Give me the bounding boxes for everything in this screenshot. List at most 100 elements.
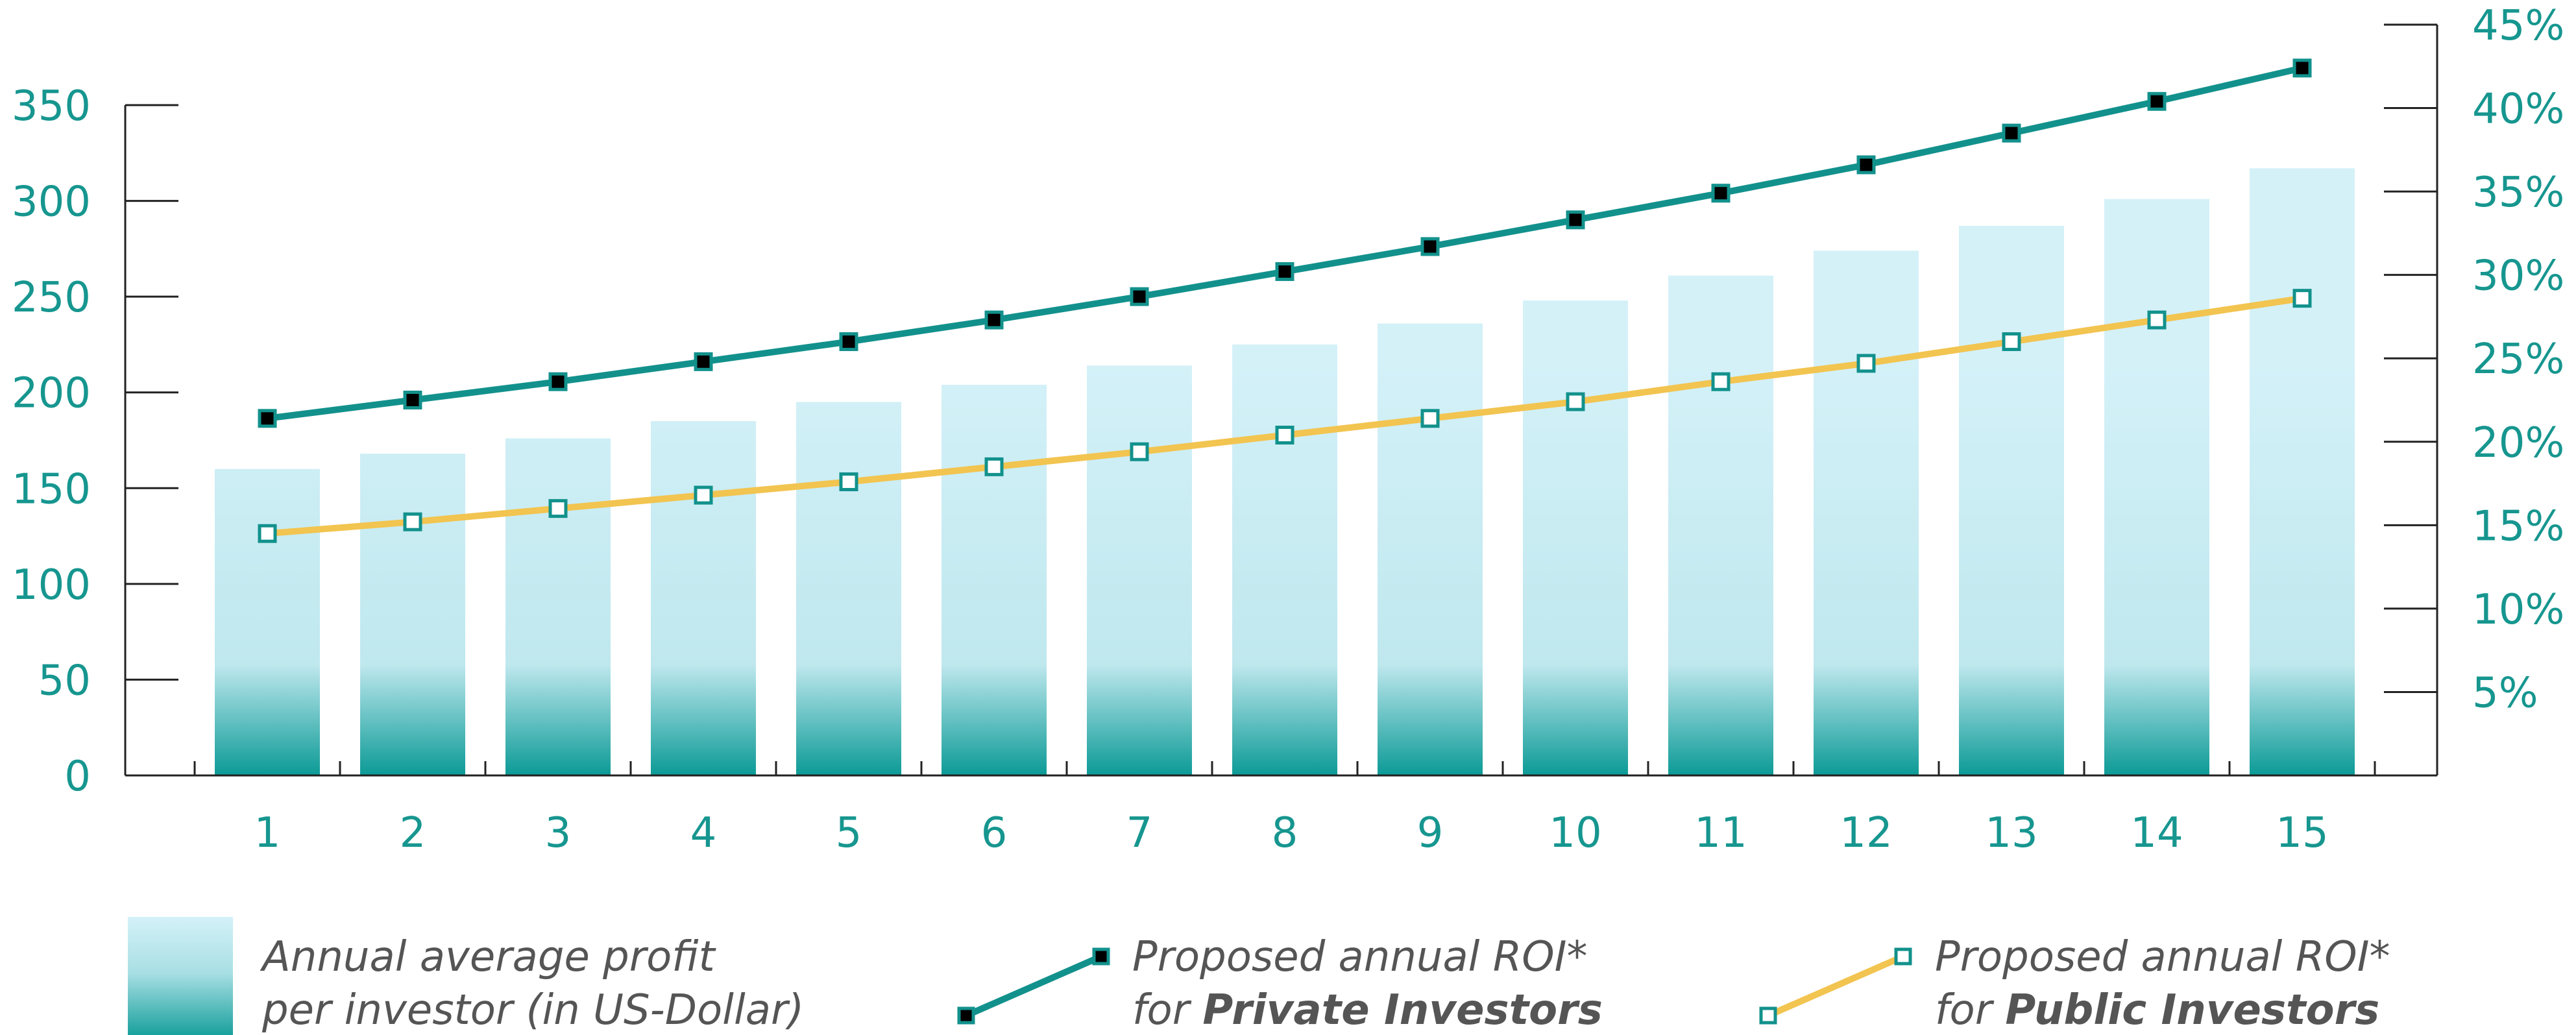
x-tick-label: 8 — [1272, 809, 1298, 857]
public-roi-point — [2147, 310, 2167, 330]
legend: Annual average profit per investor (in U… — [128, 917, 2390, 1035]
y-right-tick-label: 30% — [2472, 252, 2564, 300]
bar — [942, 384, 1047, 775]
svg-text:for Public Investors: for Public Investors — [1935, 986, 2379, 1034]
legend-private-prefix: for — [1132, 986, 1202, 1034]
private-roi-point — [839, 332, 858, 352]
private-roi-point — [1856, 155, 1876, 175]
x-tick-label: 2 — [400, 809, 426, 857]
legend-private-line — [964, 953, 1103, 1019]
legend-public-line1: Proposed annual ROI* — [1935, 933, 2390, 981]
svg-text:per investor (in US-Dollar): per investor (in US-Dollar) — [261, 986, 804, 1034]
x-tick-label: 4 — [690, 809, 717, 857]
x-tick-label: 1 — [254, 809, 281, 857]
x-tick-label: 14 — [2130, 809, 2183, 857]
legend-public-marker — [1894, 947, 1912, 966]
bar — [505, 438, 611, 775]
y-left-tick-label: 150 — [12, 465, 91, 513]
private-roi-point — [2147, 91, 2167, 111]
x-tick-label: 5 — [836, 809, 862, 857]
x-tick-label: 11 — [1694, 809, 1747, 857]
x-tick-label: 3 — [545, 809, 572, 857]
y-right-tick-label: 5% — [2472, 669, 2538, 717]
legend-bar-label-line1: Annual average profit — [260, 933, 717, 981]
legend-private-line1: Proposed annual ROI* — [1132, 933, 1588, 981]
private-roi-point — [1275, 262, 1294, 282]
legend-public-line — [1766, 953, 1905, 1019]
x-tick-label: 13 — [1985, 809, 2037, 857]
public-roi-point — [548, 499, 568, 518]
y-left-ticks: 0 50 100 150 200 250 300 350 — [12, 82, 178, 801]
public-roi-point — [2002, 332, 2021, 352]
y-left-tick-label: 200 — [12, 370, 91, 418]
legend-public-prefix: for — [1935, 986, 2005, 1034]
bar — [1668, 275, 1773, 776]
public-roi-point — [2292, 289, 2312, 308]
bar — [1378, 323, 1483, 775]
private-roi-point — [403, 391, 422, 409]
private-roi-point — [1711, 184, 1731, 203]
private-roi-point — [1566, 210, 1585, 230]
public-roi-point — [1275, 425, 1294, 444]
bar — [651, 420, 756, 775]
y-right-tick-label: 10% — [2472, 586, 2564, 634]
legend-private-strong: Private Investors — [1202, 986, 1602, 1034]
public-roi-point — [1130, 442, 1149, 461]
profit-bars — [215, 168, 2355, 776]
public-roi-point — [1711, 372, 1731, 391]
bar — [215, 469, 320, 775]
y-right-tick-label: 35% — [2472, 169, 2564, 217]
private-roi-point — [984, 310, 1004, 330]
y-left-tick-label: 100 — [12, 561, 91, 609]
y-left-tick-label: 0 — [64, 753, 91, 801]
y-left-tick-label: 50 — [38, 657, 91, 705]
public-roi-point — [694, 485, 713, 505]
bar — [1232, 344, 1337, 775]
private-roi-point — [1420, 237, 1440, 256]
roi-lines — [258, 58, 2312, 543]
bar — [2250, 168, 2355, 775]
legend-public-strong: Public Investors — [2005, 986, 2379, 1034]
y-left-tick-label: 300 — [12, 178, 91, 226]
bar — [1814, 250, 1919, 775]
bar — [1959, 225, 2064, 775]
svg-text:Annual average profit: Annual average profit — [260, 933, 717, 981]
x-ticks: 1 2 3 4 5 6 7 8 9 10 11 12 13 14 15 — [193, 761, 2376, 857]
svg-text:Proposed annual ROI*: Proposed annual ROI* — [1132, 933, 1588, 981]
public-roi-point — [839, 472, 858, 491]
private-roi-point — [258, 409, 277, 428]
x-tick-label: 15 — [2276, 809, 2328, 857]
y-right-tick-label: 40% — [2472, 86, 2564, 134]
public-roi-point — [1856, 354, 1876, 373]
private-roi-point — [1130, 287, 1149, 306]
public-roi-point — [403, 512, 422, 531]
bar — [1523, 300, 1628, 775]
legend-private-marker — [1092, 947, 1110, 966]
x-tick-label: 10 — [1549, 809, 1601, 857]
y-left-tick-label: 250 — [12, 274, 91, 322]
public-roi-point — [1420, 409, 1440, 428]
y-right-tick-label: 15% — [2472, 502, 2564, 550]
legend-private-marker — [957, 1006, 975, 1025]
bar — [360, 454, 465, 775]
axes — [124, 25, 2438, 777]
bar — [796, 402, 901, 775]
private-roi-point — [694, 352, 713, 371]
public-roi-point — [258, 524, 277, 543]
bar — [1087, 365, 1192, 775]
y-right-tick-label: 25% — [2472, 335, 2564, 384]
private-roi-point — [2002, 123, 2021, 143]
private-roi-point — [548, 372, 568, 391]
x-tick-label: 9 — [1417, 809, 1444, 857]
x-tick-label: 6 — [981, 809, 1008, 857]
x-tick-label: 7 — [1126, 809, 1153, 857]
y-left-tick-label: 350 — [12, 82, 91, 130]
svg-text:for Private Investors: for Private Investors — [1132, 986, 1603, 1034]
y-right-tick-label: 45% — [2472, 2, 2564, 50]
bar — [2104, 199, 2209, 775]
y-right-ticks: 5% 10% 15% 20% 25% 30% 35% 40% 45% — [2384, 2, 2564, 717]
x-tick-label: 12 — [1840, 809, 1892, 857]
svg-text:Proposed annual ROI*: Proposed annual ROI* — [1935, 933, 2390, 981]
private-roi-point — [2292, 58, 2312, 78]
